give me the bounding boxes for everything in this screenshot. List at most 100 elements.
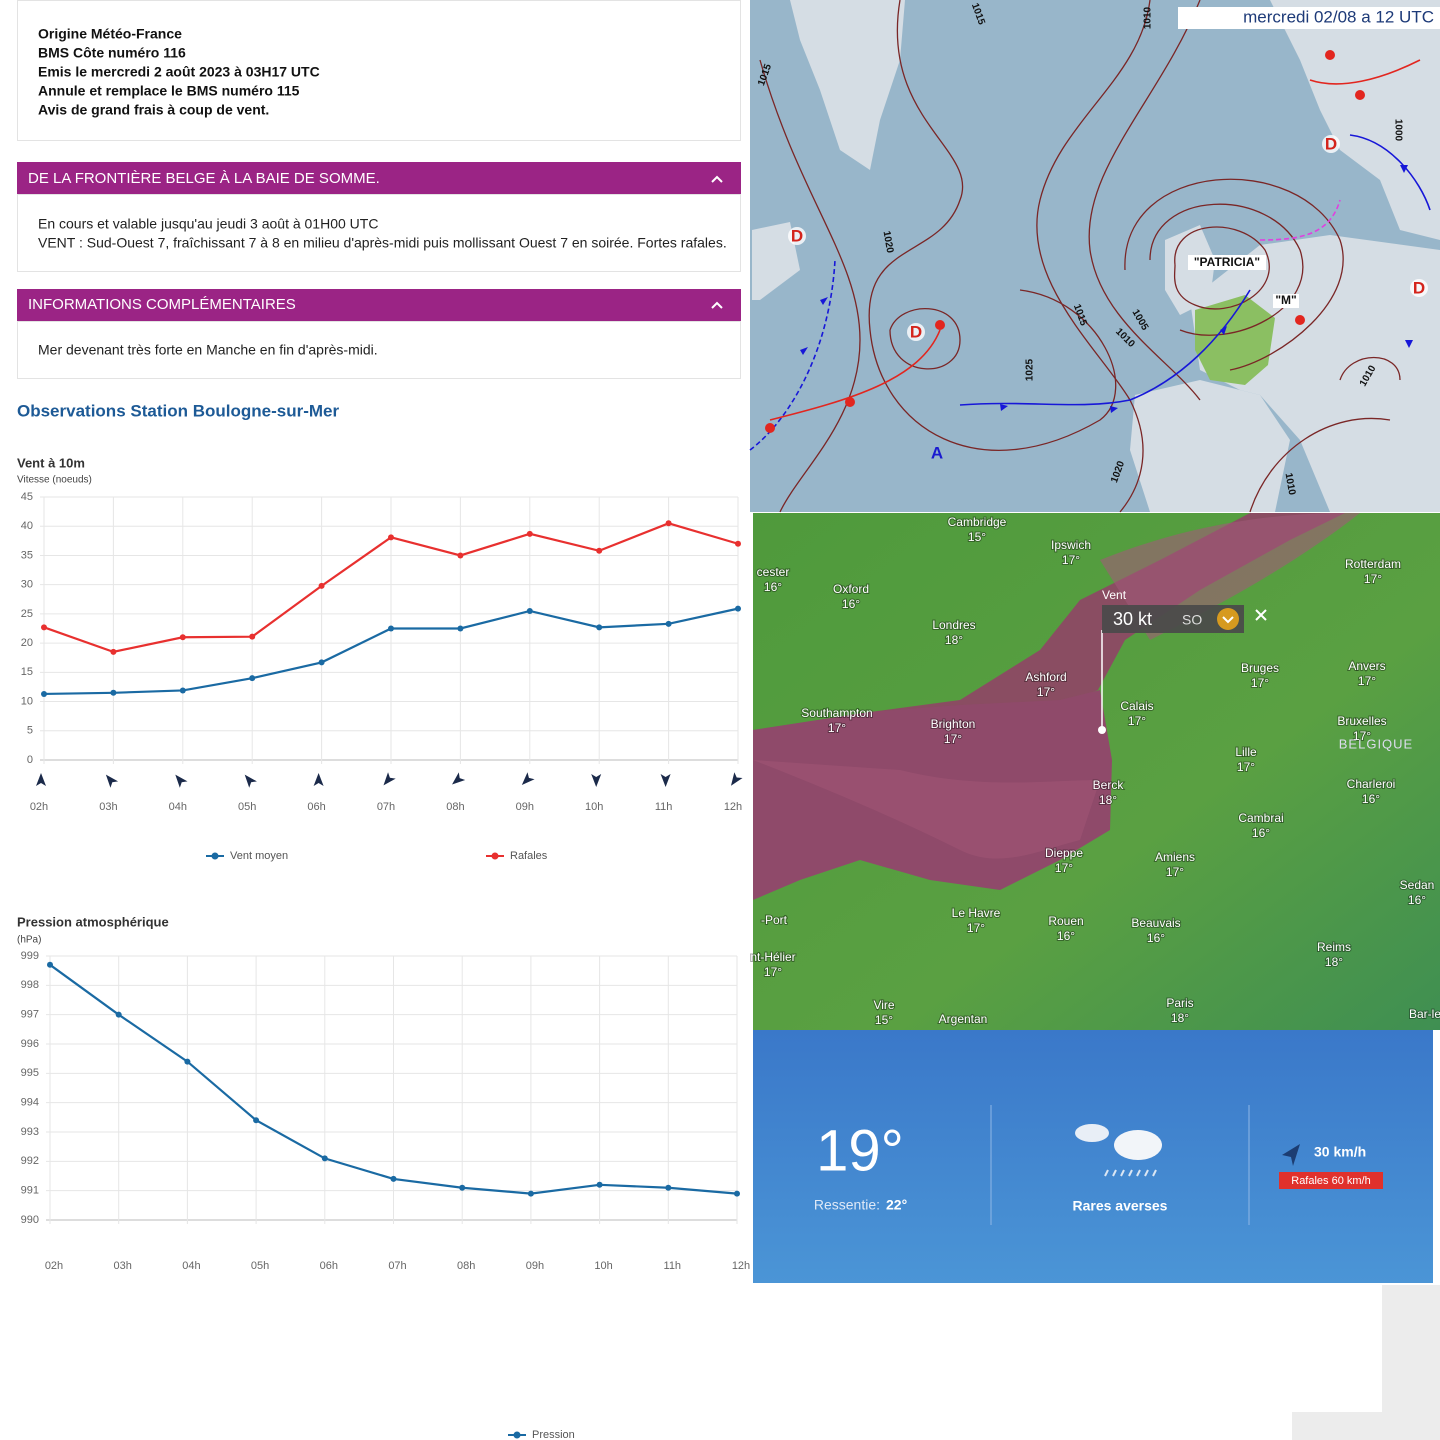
land — [1130, 380, 1290, 512]
pressure-centre: D — [791, 226, 803, 245]
centre-bg — [1322, 135, 1340, 153]
land — [790, 0, 905, 170]
point — [47, 961, 53, 968]
close-button[interactable] — [1255, 609, 1267, 621]
x-tick-label: 09h — [516, 801, 534, 813]
y-axis-label: Vitesse (noeuds) — [17, 475, 92, 486]
bulletin-line: BMS Côte numéro 116 — [38, 45, 186, 61]
x-tick-label: 06h — [307, 801, 325, 813]
point — [179, 687, 186, 694]
legend-label[interactable]: Vent moyen — [230, 850, 288, 862]
point — [596, 547, 603, 554]
x-tick-label: 03h — [114, 1260, 132, 1272]
section-line: En cours et valable jusqu'au jeudi 3 aoû… — [38, 216, 378, 232]
section-body — [17, 194, 741, 272]
wind: 30 km/h — [1314, 1144, 1366, 1160]
y-tick-label: 996 — [21, 1038, 39, 1050]
y-tick-label: 40 — [21, 520, 33, 532]
city-name: cester — [757, 565, 790, 579]
city-name: Rotterdam — [1345, 557, 1401, 571]
wind-direction — [730, 772, 743, 786]
city-name: Cambridge — [948, 515, 1007, 529]
bulletin-line: Origine Météo-France — [38, 26, 182, 42]
wind-direction — [36, 773, 46, 786]
land — [1270, 0, 1440, 240]
point — [184, 1058, 191, 1065]
isobar-label: 1020 — [881, 230, 896, 254]
x-tick-label: 07h — [377, 801, 395, 813]
x-tick-label: 06h — [320, 1260, 338, 1272]
chevron[interactable] — [711, 175, 723, 183]
isobar-label: 1010 — [1283, 472, 1298, 496]
chevron[interactable] — [711, 301, 723, 309]
wind-direction — [591, 774, 602, 787]
pressure-centre: D — [910, 322, 922, 341]
point — [41, 690, 47, 697]
section-line: Mer devenant très forte en Manche en fin… — [38, 342, 378, 358]
bulletin-box — [17, 0, 741, 141]
city-temp: 17° — [1062, 553, 1080, 567]
city-temp: 17° — [1364, 572, 1382, 586]
city-name: Beauvais — [1131, 916, 1180, 930]
tooltip-label: Vent — [1102, 588, 1127, 602]
wind-direction — [383, 772, 396, 786]
wind-icon — [1282, 1144, 1300, 1166]
synoptic-map: mercredi 02/08 a 12 UTC "PATRICIA" "M" D… — [749, 0, 1440, 513]
bulletin-line: Avis de grand frais à coup de vent. — [38, 102, 269, 118]
wind-direction — [452, 772, 466, 785]
point — [527, 1190, 534, 1197]
legend-swatch — [513, 1431, 521, 1439]
wind-direction — [660, 774, 671, 787]
city-temp: 16° — [1252, 826, 1270, 840]
point — [526, 530, 533, 537]
y-tick-label: 997 — [21, 1009, 39, 1021]
city-name: Oxford — [833, 582, 869, 596]
point — [665, 1184, 672, 1191]
y-tick-label: 15 — [21, 666, 33, 678]
temperature: 19° — [816, 1118, 904, 1183]
section-title: DE LA FRONTIÈRE BELGE À LA BAIE DE SOMME… — [28, 170, 380, 187]
x-tick-label: 05h — [238, 801, 256, 813]
city-name: Cambrai — [1238, 811, 1283, 825]
x-tick-label: 11h — [655, 801, 673, 813]
expand-button[interactable] — [1217, 608, 1239, 630]
section-header[interactable] — [17, 162, 741, 194]
city-temp: 15° — [968, 530, 986, 544]
city-temp: 17° — [764, 965, 782, 979]
map-title-bg — [1178, 7, 1440, 29]
point — [665, 520, 672, 527]
point — [735, 605, 741, 612]
city-temp: 16° — [842, 597, 860, 611]
centre-bg — [788, 227, 806, 245]
x-tick-label: 02h — [30, 801, 48, 813]
legend-label[interactable]: Pression — [532, 1429, 575, 1440]
legend-label[interactable]: Rafales — [510, 850, 548, 862]
label-bg — [1188, 255, 1266, 270]
x-tick-label: 08h — [457, 1260, 475, 1272]
y-tick-label: 0 — [27, 754, 33, 766]
gusts: Rafales 60 km/h — [1291, 1175, 1370, 1187]
y-tick-label: 25 — [21, 608, 33, 620]
pressure-centre: D — [1325, 134, 1337, 153]
y-tick-label: 995 — [21, 1067, 39, 1079]
bulletin: Origine Météo-France BMS Côte numéro 116 E… — [38, 26, 320, 118]
section-header[interactable] — [17, 289, 741, 321]
city-temp: 17° — [1251, 676, 1269, 690]
chart-title: Pression atmosphérique — [17, 914, 169, 929]
section-body — [17, 321, 741, 379]
point — [318, 659, 325, 666]
pointer[interactable] — [1098, 726, 1106, 734]
country: BELGIQUE — [1339, 736, 1413, 751]
system-label: "PATRICIA" — [1194, 255, 1260, 269]
x-tick-label: 12h — [732, 1260, 750, 1272]
city-name: Amiens — [1155, 850, 1195, 864]
point — [249, 675, 256, 682]
city-temp: 16° — [1147, 931, 1165, 945]
tooltip-direction: SO — [1182, 612, 1202, 628]
y-tick-label: 990 — [21, 1214, 39, 1226]
city-name: Le Havre — [952, 906, 1001, 920]
y-tick-label: 5 — [27, 725, 33, 737]
city-temp: 17° — [1128, 714, 1146, 728]
